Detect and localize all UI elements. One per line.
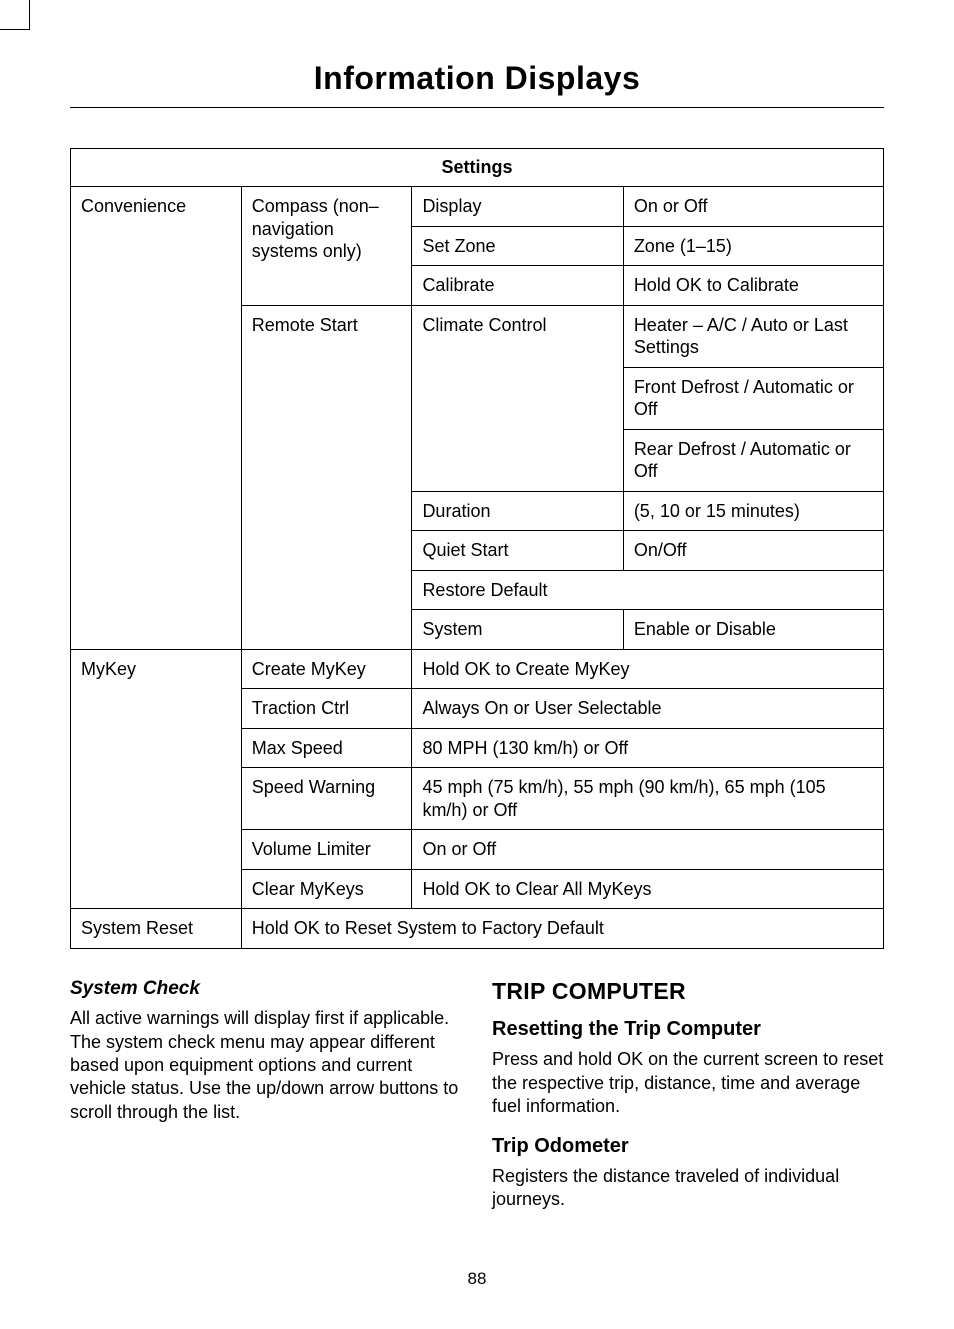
table-cell: System Reset bbox=[71, 909, 242, 949]
table-cell: 45 mph (75 km/h), 55 mph (90 km/h), 65 m… bbox=[412, 768, 884, 830]
table-cell: Zone (1–15) bbox=[623, 226, 883, 266]
table-cell: Front Defrost / Automatic or Off bbox=[623, 367, 883, 429]
trip-odometer-paragraph: Registers the distance traveled of indiv… bbox=[492, 1165, 884, 1212]
table-cell: MyKey bbox=[71, 649, 242, 909]
crop-mark bbox=[0, 0, 30, 30]
page-number: 88 bbox=[0, 1269, 954, 1289]
table-cell: Max Speed bbox=[241, 728, 412, 768]
table-cell: Rear Defrost / Automatic or Off bbox=[623, 429, 883, 491]
table-cell: Clear MyKeys bbox=[241, 869, 412, 909]
table-cell: Volume Limiter bbox=[241, 830, 412, 870]
table-cell: Quiet Start bbox=[412, 531, 623, 571]
table-cell: Speed Warning bbox=[241, 768, 412, 830]
table-cell: Restore Default bbox=[412, 570, 884, 610]
table-cell: Hold OK to Calibrate bbox=[623, 266, 883, 306]
table-cell: (5, 10 or 15 minutes) bbox=[623, 491, 883, 531]
table-cell: Convenience bbox=[71, 187, 242, 650]
body-columns: System Check All active warnings will di… bbox=[70, 977, 884, 1226]
table-row: ConvenienceCompass (non–navigation syste… bbox=[71, 187, 884, 227]
table-cell: Hold OK to Create MyKey bbox=[412, 649, 884, 689]
settings-table: Settings ConvenienceCompass (non–navigat… bbox=[70, 148, 884, 949]
table-cell: On or Off bbox=[623, 187, 883, 227]
table-cell: Create MyKey bbox=[241, 649, 412, 689]
table-cell: System bbox=[412, 610, 623, 650]
document-page: Information Displays Settings Convenienc… bbox=[0, 0, 954, 1329]
table-cell: On/Off bbox=[623, 531, 883, 571]
resetting-heading: Resetting the Trip Computer bbox=[492, 1016, 884, 1042]
table-cell: Hold OK to Clear All MyKeys bbox=[412, 869, 884, 909]
resetting-paragraph: Press and hold OK on the current screen … bbox=[492, 1048, 884, 1118]
page-title: Information Displays bbox=[70, 60, 884, 108]
right-column: TRIP COMPUTER Resetting the Trip Compute… bbox=[492, 977, 884, 1226]
table-row: MyKeyCreate MyKeyHold OK to Create MyKey bbox=[71, 649, 884, 689]
system-check-paragraph: All active warnings will display first i… bbox=[70, 1007, 462, 1124]
table-cell: On or Off bbox=[412, 830, 884, 870]
table-cell: Traction Ctrl bbox=[241, 689, 412, 729]
table-cell: Heater – A/C / Auto or Last Settings bbox=[623, 305, 883, 367]
table-cell: Compass (non–navigation systems only) bbox=[241, 187, 412, 306]
table-header: Settings bbox=[71, 149, 884, 187]
table-cell: Remote Start bbox=[241, 305, 412, 649]
table-cell: Display bbox=[412, 187, 623, 227]
table-cell: Calibrate bbox=[412, 266, 623, 306]
trip-computer-heading: TRIP COMPUTER bbox=[492, 977, 884, 1007]
table-row: System ResetHold OK to Reset System to F… bbox=[71, 909, 884, 949]
trip-odometer-heading: Trip Odometer bbox=[492, 1133, 884, 1159]
table-cell: Set Zone bbox=[412, 226, 623, 266]
table-cell: Hold OK to Reset System to Factory Defau… bbox=[241, 909, 883, 949]
table-cell: Climate Control bbox=[412, 305, 623, 491]
system-check-heading: System Check bbox=[70, 977, 462, 1002]
table-cell: Always On or User Selectable bbox=[412, 689, 884, 729]
table-cell: 80 MPH (130 km/h) or Off bbox=[412, 728, 884, 768]
left-column: System Check All active warnings will di… bbox=[70, 977, 462, 1226]
table-cell: Duration bbox=[412, 491, 623, 531]
table-cell: Enable or Disable bbox=[623, 610, 883, 650]
